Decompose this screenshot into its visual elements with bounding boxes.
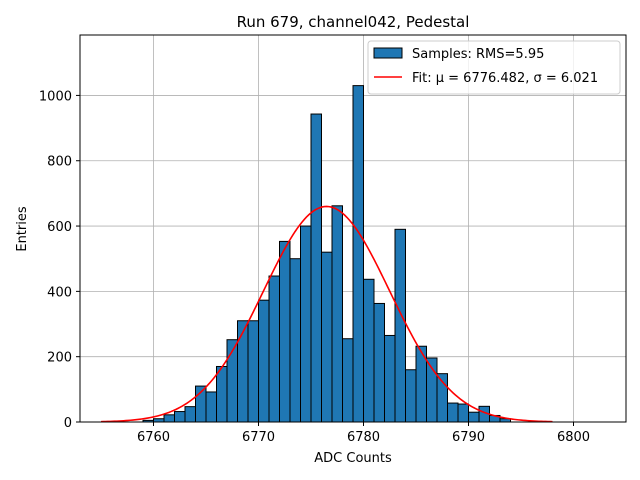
histogram-bar: [384, 334, 396, 423]
histogram-bar: [342, 338, 354, 423]
x-tick-label: 6780: [347, 430, 380, 445]
histogram-bar: [268, 275, 280, 423]
chart-title: Run 679, channel042, Pedestal: [237, 13, 470, 31]
histogram-bar: [300, 225, 312, 423]
histogram-bar: [405, 369, 417, 423]
histogram-bar: [163, 414, 175, 423]
histogram-bar: [174, 411, 186, 423]
histogram-bar: [373, 302, 385, 423]
histogram-bar: [247, 320, 259, 423]
histogram-bar: [321, 251, 333, 423]
histogram-bar: [279, 240, 291, 423]
histogram-bar: [289, 258, 301, 423]
y-tick-label: 0: [64, 416, 72, 431]
fit-curve: [100, 205, 553, 423]
legend-samples-label: Samples: RMS=5.95: [412, 47, 544, 62]
x-tick-label: 6770: [242, 430, 275, 445]
histogram-bar: [237, 320, 249, 423]
fit-curve-layer: [100, 205, 553, 423]
legend-box: [367, 40, 621, 95]
histogram-bar: [184, 406, 196, 423]
histogram-bar: [457, 403, 469, 423]
y-tick-label: 200: [47, 351, 72, 366]
histogram-bar: [205, 391, 217, 423]
x-tick-label: 6790: [452, 430, 485, 445]
legend-bar-swatch: [373, 47, 403, 59]
histogram-bar: [447, 402, 459, 423]
plot-frame: [79, 34, 627, 423]
x-tick-label: 6800: [557, 430, 590, 445]
histogram-bar: [468, 411, 480, 423]
histogram-bar: [310, 113, 322, 423]
y-tick-label: 400: [47, 285, 72, 300]
y-tick-label: 600: [47, 220, 72, 235]
histogram-bar: [394, 228, 406, 423]
y-tick-label: 800: [47, 155, 72, 170]
legend-fit-label: Fit: μ = 6776.482, σ = 6.021: [412, 71, 598, 86]
x-tick-label: 6760: [137, 430, 170, 445]
axis-ticks: 6760 6770 6780 6790 6800 0 200 400 600 800 1000: [39, 89, 590, 445]
histogram-bar: [258, 299, 270, 423]
x-axis-label: ADC Counts: [314, 451, 392, 466]
histogram-bar: [331, 205, 343, 423]
y-axis-label: Entries: [15, 206, 30, 252]
y-tick-label: 1000: [39, 89, 72, 104]
legend: Samples: RMS=5.95 Fit: μ = 6776.482, σ =…: [367, 40, 621, 95]
histogram-bar: [363, 278, 375, 423]
histogram-bar: [216, 365, 228, 423]
histogram-bar: [352, 85, 364, 423]
